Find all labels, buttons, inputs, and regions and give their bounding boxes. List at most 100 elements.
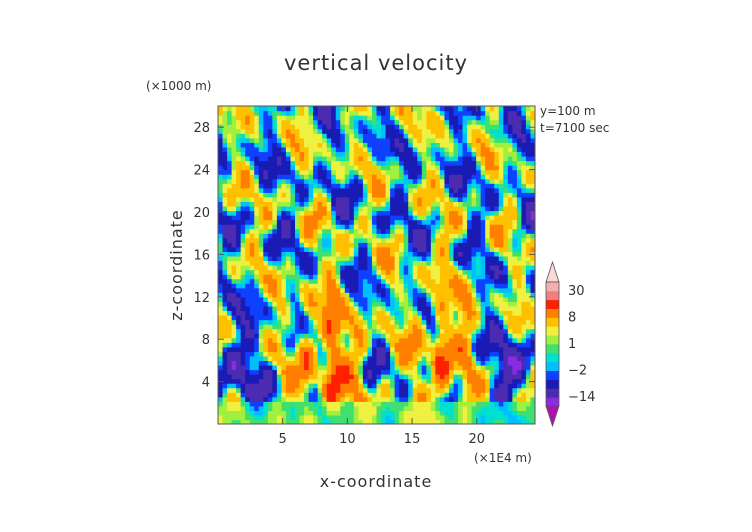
heatmap-cell [494,246,500,252]
heatmap-cell [362,165,369,171]
heatmap-cell [218,351,224,357]
heatmap-cell [331,224,337,230]
heatmap-cell [294,165,301,171]
heatmap-cell [299,333,305,339]
heatmap-cell [489,137,495,143]
heatmap-cell [498,260,504,266]
heatmap-cell [358,274,364,280]
heatmap-cell [435,328,441,334]
heatmap-cell [254,155,260,162]
heatmap-cell [254,324,260,330]
heatmap-cell [381,296,387,302]
heatmap-cell [299,374,305,380]
heatmap-cell [267,260,273,266]
heatmap-cell [308,110,314,116]
heatmap-cell [390,210,396,216]
heatmap-cell [385,265,391,271]
heatmap-cell [385,210,391,216]
heatmap-cell [390,269,396,275]
heatmap-cell [435,151,441,157]
heatmap-cell [272,419,278,424]
heatmap-cell [294,364,301,371]
heatmap-cell [335,124,341,130]
heatmap-cell [453,201,459,207]
heatmap-cell [435,174,441,180]
heatmap-cell [299,196,305,202]
heatmap-cell [462,151,468,157]
heatmap-cell [290,355,296,361]
heatmap-cell [376,405,382,411]
x-tick-label: 5 [279,432,287,447]
heatmap-cell [394,319,400,325]
heatmap-cell [462,401,468,407]
heatmap-cell [322,174,328,180]
heatmap-cell [258,355,264,361]
heatmap-cell [222,178,228,184]
heatmap-cell [503,219,509,225]
heatmap-cell [353,255,359,262]
heatmap-cell [530,115,535,121]
heatmap-cell [390,187,396,193]
heatmap-cell [471,196,477,202]
heatmap-cell [358,237,364,243]
heatmap-cell [381,274,387,280]
heatmap-cell [480,224,486,230]
heatmap-cell [458,246,464,252]
heatmap-cell [231,201,237,207]
heatmap-cell [313,155,319,162]
heatmap-cell [362,128,369,134]
heatmap-cell [530,355,535,361]
heatmap-cell [421,201,427,207]
heatmap-cell [236,137,242,143]
heatmap-cell [507,228,513,234]
heatmap-cell [516,351,523,357]
heatmap-cell [344,210,350,216]
heatmap-cell [403,269,409,275]
heatmap-cell [322,410,328,416]
heatmap-cell [417,128,423,134]
heatmap-cell [218,355,224,361]
heatmap-cell [349,410,355,416]
heatmap-cell [503,274,509,280]
heatmap-cell [353,174,359,180]
heatmap-cell [353,124,359,130]
heatmap-cell [344,174,350,180]
heatmap-cell [503,233,509,239]
heatmap-cell [344,228,350,234]
heatmap-cell [349,178,355,184]
heatmap-cell [448,151,455,157]
heatmap-cell [299,201,305,207]
heatmap-cell [358,215,364,221]
heatmap-cell [304,333,310,339]
heatmap-cell [367,360,373,366]
heatmap-cell [254,219,260,225]
heatmap-cell [494,351,500,357]
heatmap-cell [322,133,328,139]
heatmap-cell [322,215,328,221]
heatmap-cell [453,224,459,230]
heatmap-cell [335,178,341,184]
heatmap-cell [254,178,260,184]
heatmap-cell [267,351,273,357]
heatmap-cell [498,174,504,180]
heatmap-cell [408,165,414,171]
heatmap-cell [494,237,500,243]
heatmap-cell [313,410,319,416]
heatmap-cell [340,201,346,207]
heatmap-cell [231,364,237,371]
heatmap-cell [249,364,255,371]
heatmap-cell [458,392,464,398]
heatmap-cell [358,196,364,202]
heatmap-cell [267,187,273,193]
heatmap-cell [308,251,314,257]
heatmap-cell [358,224,364,230]
heatmap-cell [408,187,414,193]
heatmap-cell [412,333,418,339]
heatmap-cell [399,287,405,293]
heatmap-cell [371,201,378,207]
heatmap-cell [453,205,459,212]
heatmap-cell [430,328,436,334]
heatmap-cell [476,219,482,225]
heatmap-cell [408,133,414,139]
heatmap-cell [430,342,436,348]
